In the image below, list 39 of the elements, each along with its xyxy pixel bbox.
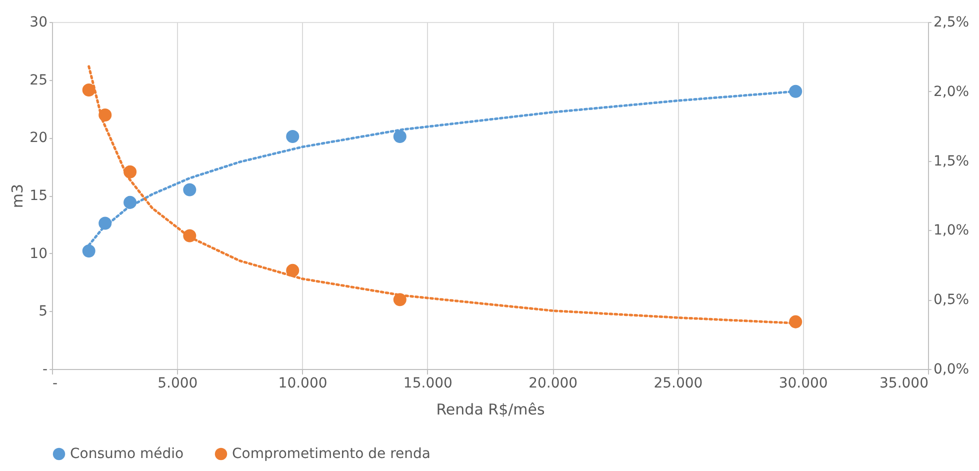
y-tick-label: 10 bbox=[30, 246, 48, 262]
y-tick-label: 5 bbox=[38, 304, 48, 320]
x-tick-label: - bbox=[52, 376, 58, 392]
x-tick-label: 5.000 bbox=[158, 376, 198, 392]
point bbox=[789, 84, 802, 98]
y2-tick-label: 2,0% bbox=[934, 84, 970, 100]
y2-tick-label: 1,0% bbox=[934, 222, 970, 239]
point bbox=[286, 130, 300, 144]
y2-tick-label: 0,5% bbox=[934, 292, 970, 308]
y2-tick-label: 2,5% bbox=[934, 14, 970, 30]
point bbox=[789, 315, 802, 328]
point bbox=[124, 196, 137, 209]
point bbox=[98, 216, 112, 230]
point bbox=[82, 84, 96, 97]
y-tick-label: 15 bbox=[30, 188, 48, 204]
x-tick-label: 30.000 bbox=[778, 376, 828, 392]
y-tick-label: 20 bbox=[30, 130, 48, 146]
x-tick-label: 10.000 bbox=[278, 376, 328, 392]
y2-tick-label: 1,5% bbox=[934, 153, 970, 170]
point bbox=[286, 264, 300, 277]
x-tick-label: 15.000 bbox=[403, 376, 452, 392]
x-tick-label: 35.000 bbox=[880, 376, 928, 392]
x-axis-title: Renda R$/mês bbox=[436, 400, 546, 418]
point bbox=[393, 293, 406, 306]
y-tick-label: 30 bbox=[30, 14, 48, 30]
y-tick-label: 25 bbox=[30, 72, 48, 88]
y-tick-label: - bbox=[42, 362, 48, 378]
legend-label: Comprometimento de renda bbox=[232, 446, 430, 462]
point bbox=[98, 108, 112, 122]
y-axis-title: m3 bbox=[8, 184, 27, 208]
x-tick-label: 20.000 bbox=[528, 376, 578, 392]
point bbox=[82, 244, 96, 258]
legend-label: Consumo médio bbox=[70, 446, 184, 462]
y2-tick-label: 0,0% bbox=[934, 362, 970, 378]
point bbox=[393, 130, 406, 144]
x-tick-label: 25.000 bbox=[654, 376, 703, 392]
point bbox=[124, 165, 137, 178]
point bbox=[183, 229, 196, 242]
point bbox=[183, 183, 196, 196]
